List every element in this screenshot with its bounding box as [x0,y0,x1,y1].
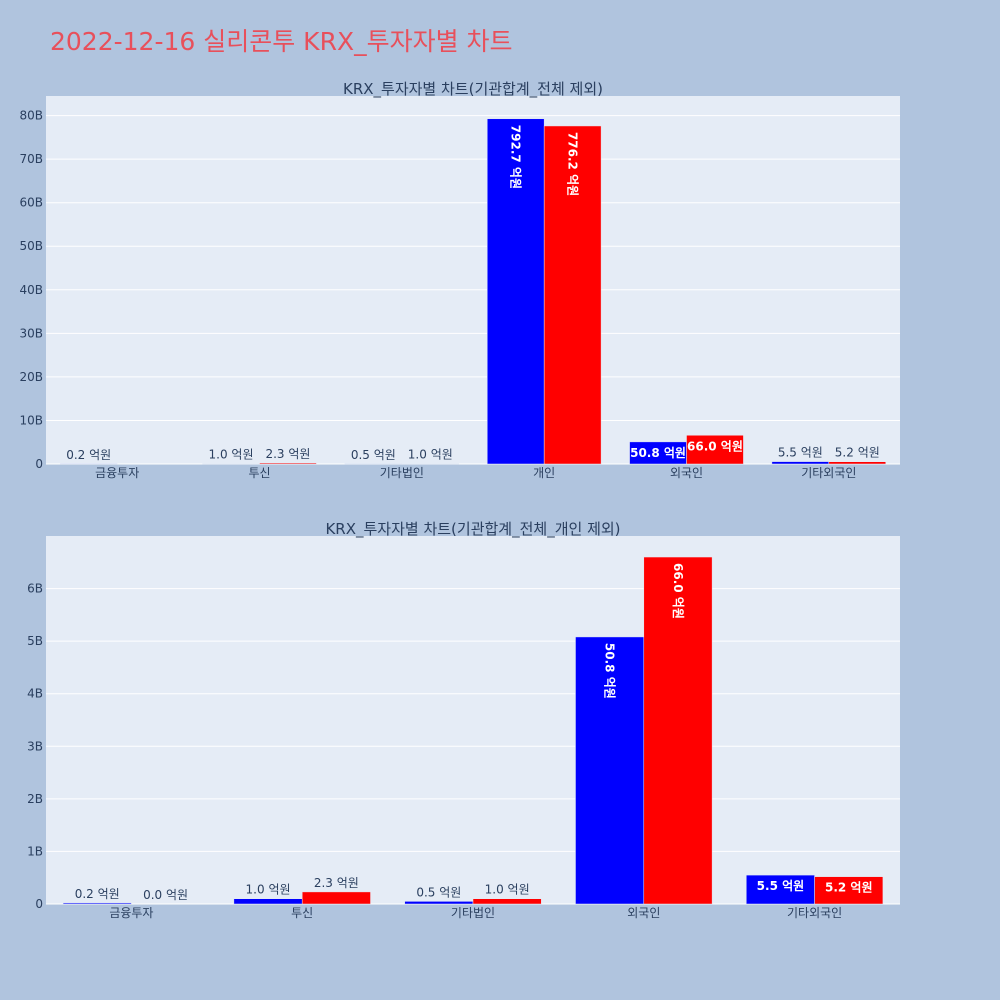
y-tick-label: 60B [19,196,43,210]
y-tick-label: 0 [35,897,43,911]
x-tick-label: 기타법인 [380,466,424,480]
y-tick-label: 0 [35,457,43,471]
plot-area [46,536,900,904]
chart-investor-total: 0 10B 20B 30B 40B 50B 60B 70B 80B KRX_투자자별 차트(기관합… [19,80,900,480]
bar-data-label: 66.0 억원 [671,563,685,619]
page-title: 2022-12-16 실리콘투 KRX_투자자별 차트 [50,27,513,56]
chart-title: KRX_투자자별 차트(기관합계_전체_개인 제외) [325,520,620,539]
chart-title: KRX_투자자별 차트(기관합계_전체 제외) [343,80,603,99]
bar [746,874,815,905]
bar [404,901,474,905]
bar-data-label: 0.2 억원 [75,887,120,901]
x-tick-label: 금융투자 [109,906,153,920]
y-tick-label: 50B [19,239,43,253]
x-tick-label: 기타외국인 [801,466,856,480]
bar [486,118,545,465]
y-tick-label: 3B [27,739,43,753]
bar-data-label: 0.5 억원 [351,448,396,462]
y-tick-label: 5B [27,634,43,648]
x-tick-label: 개인 [533,466,555,480]
bar [233,898,303,905]
bar [643,556,713,905]
bar-data-label: 5.2 억원 [825,881,873,895]
bar [814,876,884,905]
x-tick-label: 기타외국인 [787,906,842,920]
bar [771,461,830,465]
y-tick-label: 4B [27,687,43,701]
x-tick-label: 외국인 [627,906,660,920]
y-tick-label: 30B [19,326,43,340]
y-tick-label: 20B [19,370,43,384]
x-tick-label: 기타법인 [451,906,495,920]
bar-data-label: 5.2 억원 [835,446,880,460]
plot-area [46,96,900,464]
y-tick-label: 2B [27,792,43,806]
x-tick-label: 투신 [291,906,313,920]
bar-data-label: 1.0 억원 [485,883,530,897]
y-tick-label: 70B [19,152,43,166]
bar-data-label: 66.0 억원 [687,439,743,453]
bar [686,435,744,465]
bar-data-label: 5.5 억원 [778,446,823,460]
y-tick-label: 40B [19,283,43,297]
bar-data-label: 1.0 억원 [246,883,291,897]
y-tick-label: 80B [19,109,43,123]
x-tick-label: 외국인 [670,466,703,480]
chart-investor-excl-individual: 0 1B 2B 3B 4B 5B 6B KRX_투자자별 차트(기관합계_전체_개인 제외) 금… [27,520,900,920]
bar-data-label: 1.0 억원 [209,448,254,462]
bar [472,898,542,905]
bar [301,891,371,905]
y-tick-label: 6B [27,582,43,596]
x-tick-label: 금융투자 [95,466,139,480]
bar [259,462,317,465]
bar-data-label: 5.5 억원 [757,879,805,893]
y-tick-label: 10B [19,413,43,427]
bar-data-label: 50.8 억원 [630,446,686,460]
x-tick-label: 투신 [248,466,270,480]
bar-data-label: 0.2 억원 [66,448,111,462]
bar-data-label: 776.2 억원 [566,132,580,196]
bar-data-label: 50.8 억원 [603,643,617,699]
bar [62,902,132,905]
bar [828,461,887,465]
y-tick-label: 1B [27,844,43,858]
bar-data-label: 1.0 억원 [408,448,453,462]
bar-data-label: 792.7 억원 [509,125,523,189]
bar-data-label: 2.3 억원 [265,447,310,461]
bar-data-label: 2.3 억원 [314,876,359,890]
bar [543,125,602,465]
bar-data-label: 0.0 억원 [143,888,188,902]
bar-data-label: 0.5 억원 [416,885,461,899]
bar [575,636,645,905]
